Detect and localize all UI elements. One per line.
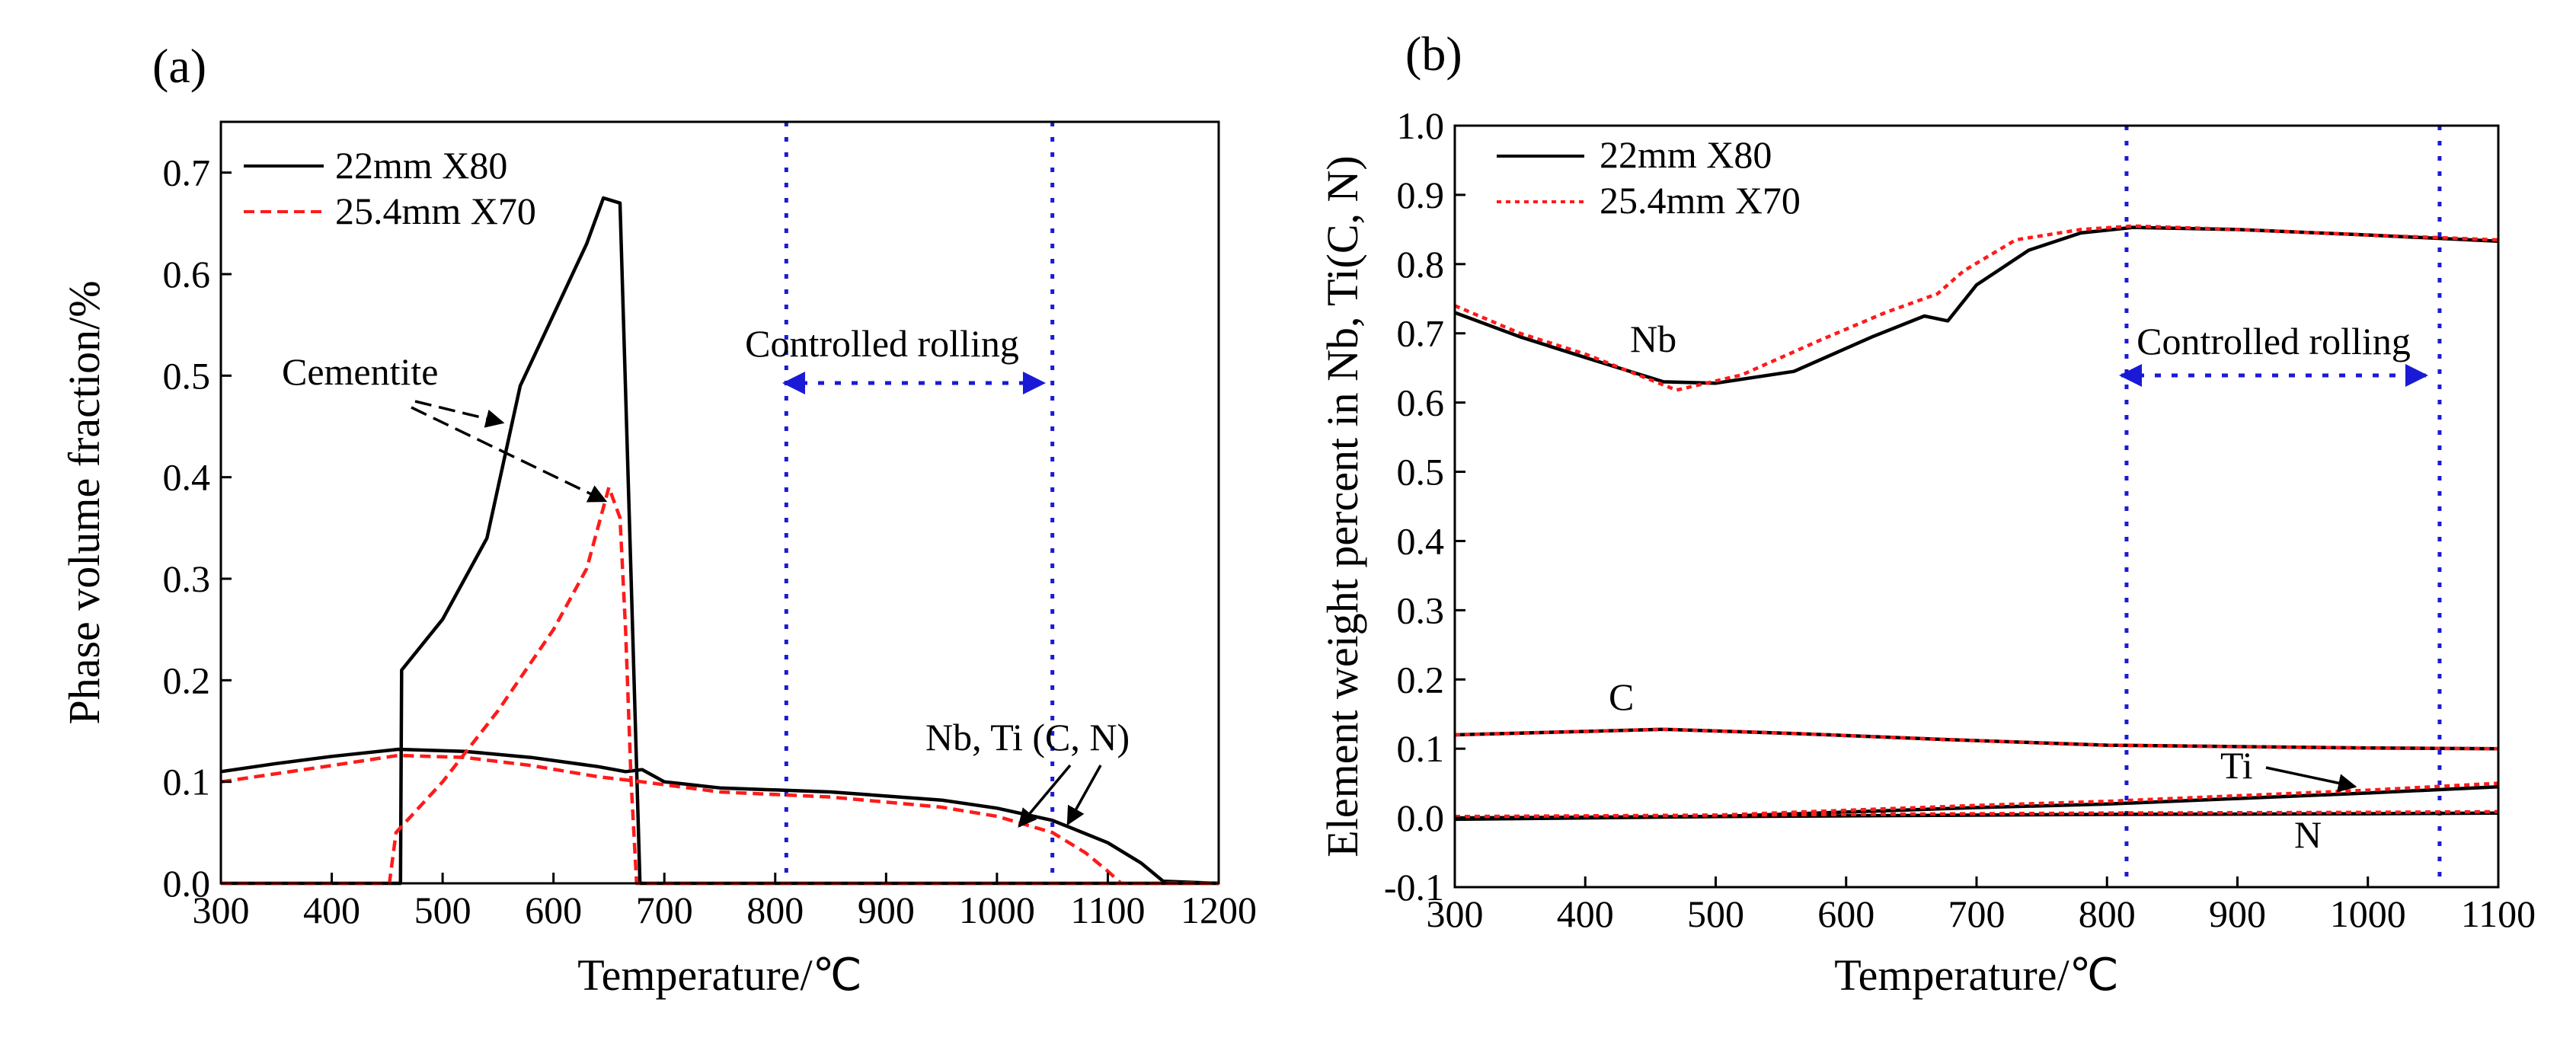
controlled-rolling-label: Controlled rolling <box>2137 320 2411 362</box>
x-axis-label: Temperature/℃ <box>577 950 861 1000</box>
legend-label-x80: 22mm X80 <box>1600 133 1772 176</box>
x-tick-label: 800 <box>2079 892 2136 935</box>
cementite-arrow-upper <box>414 400 505 428</box>
panel-b: (b) 300 400 500 600 700 800 900 1000 1100 -0.1 0.… <box>1318 27 2536 1000</box>
y-tick-label: 0.0 <box>163 862 211 905</box>
legend-label-x70: 25.4mm X70 <box>1600 179 1801 222</box>
y-tick-label: 0.1 <box>1397 727 1445 770</box>
x-tick-label: 700 <box>636 889 693 931</box>
y-tick-label: 0.3 <box>163 557 211 600</box>
y-tick-label: 0.7 <box>163 152 211 194</box>
x-tick-label: 1100 <box>2461 892 2536 935</box>
x-tick-label: 1200 <box>1181 889 1257 931</box>
plot-frame <box>1453 124 2500 889</box>
cementite-label: Cementite <box>282 350 439 393</box>
series-line-25-4mm-x70-c <box>1454 727 2499 751</box>
y-axis-ticks: -0.1 0.0 0.1 0.2 0.3 0.4 0.5 0.6 0.7 0.8 0.9 1.0 <box>1384 104 1465 908</box>
x-tick-label: 1000 <box>959 889 1035 931</box>
x-tick-label: 300 <box>1427 892 1484 935</box>
y-tick-label: 0.6 <box>1397 382 1445 424</box>
series-line-25-4mm-x70-cementite <box>221 485 1219 886</box>
controlled-rolling-lines <box>2124 126 2442 887</box>
y-axis-label: Phase volume fraction/% <box>59 280 109 724</box>
panel-a: (a) 300 400 500 600 700 800 900 1000 1100 1200 0.… <box>59 39 1257 1000</box>
series-group <box>220 196 1219 886</box>
nbti-arrow-left <box>1018 764 1072 828</box>
x-tick-label: 500 <box>414 889 471 931</box>
y-tick-label: -0.1 <box>1384 866 1444 908</box>
x-tick-label: 700 <box>1948 892 2006 935</box>
x-axis-ticks: 300 400 500 600 700 800 900 1000 1100 <box>1427 876 2536 935</box>
x-axis-ticks: 300 400 500 600 700 800 900 1000 1100 1200 <box>193 873 1257 931</box>
x-tick-label: 600 <box>1817 892 1874 935</box>
ti-arrow <box>2265 766 2357 793</box>
c-label: C <box>1609 675 1634 718</box>
x-tick-label: 300 <box>193 889 250 931</box>
series-line-22mm-x80-n <box>1454 811 2499 820</box>
y-tick-label: 0.1 <box>163 761 211 803</box>
y-tick-label: 0.4 <box>163 456 211 499</box>
x-axis-label: Temperature/℃ <box>1834 950 2118 1000</box>
y-tick-label: 0.0 <box>1397 797 1445 839</box>
panel-label-a: (a) <box>152 39 206 93</box>
series-line-25-4mm-x70-nb <box>1454 224 2499 392</box>
y-axis-label: Element weight percent in Nb, Ti(C, N) <box>1318 155 1367 857</box>
y-tick-label: 0.7 <box>1397 312 1445 355</box>
legend-label-x80: 22mm X80 <box>335 144 507 187</box>
series-line-22mm-x80-c <box>1454 727 2499 751</box>
nbti-arrow-right <box>1066 765 1102 826</box>
x-tick-label: 1000 <box>2330 892 2406 935</box>
y-tick-label: 0.5 <box>1397 451 1445 493</box>
ti-label: Ti <box>2220 744 2253 787</box>
y-tick-label: 0.6 <box>163 253 211 295</box>
nb-label: Nb <box>1630 318 1676 360</box>
x-tick-label: 800 <box>746 889 804 931</box>
nbti-label: Nb, Ti (C, N) <box>925 716 1130 758</box>
legend: 22mm X80 25.4mm X70 <box>1497 133 1801 222</box>
series-line-25-4mm-x70-nb-ti-c-n <box>220 753 1219 886</box>
y-tick-label: 0.4 <box>1397 519 1445 562</box>
y-tick-label: 0.2 <box>163 659 211 701</box>
y-tick-label: 0.5 <box>163 354 211 397</box>
controlled-rolling-label: Controlled rolling <box>745 322 1019 365</box>
x-tick-label: 900 <box>858 889 915 931</box>
cementite-arrow-lower <box>411 406 608 503</box>
x-tick-label: 1100 <box>1070 889 1145 931</box>
y-tick-label: 0.3 <box>1397 589 1445 631</box>
y-tick-label: 0.9 <box>1397 174 1445 216</box>
plot-frame <box>219 120 1220 885</box>
legend-label-x70: 25.4mm X70 <box>335 190 536 232</box>
legend: 22mm X80 25.4mm X70 <box>244 144 536 232</box>
x-tick-label: 500 <box>1687 892 1744 935</box>
x-tick-label: 600 <box>525 889 582 931</box>
x-tick-label: 400 <box>1557 892 1614 935</box>
series-line-22mm-x80-nb-ti-c-n <box>220 747 1219 886</box>
y-axis-ticks: 0.0 0.1 0.2 0.3 0.4 0.5 0.6 0.7 <box>163 152 232 905</box>
panel-label-b: (b) <box>1405 27 1462 81</box>
y-tick-label: 0.8 <box>1397 243 1445 286</box>
x-tick-label: 900 <box>2209 892 2266 935</box>
series-line-22mm-x80-cementite <box>221 196 1219 886</box>
n-label: N <box>2294 813 2322 856</box>
y-tick-label: 0.2 <box>1397 658 1445 701</box>
controlled-rolling-lines <box>784 122 1055 883</box>
x-tick-label: 400 <box>303 889 360 931</box>
y-tick-label: 1.0 <box>1397 104 1445 147</box>
series-line-25-4mm-x70-n <box>1454 809 2499 819</box>
series-group <box>1454 224 2499 822</box>
